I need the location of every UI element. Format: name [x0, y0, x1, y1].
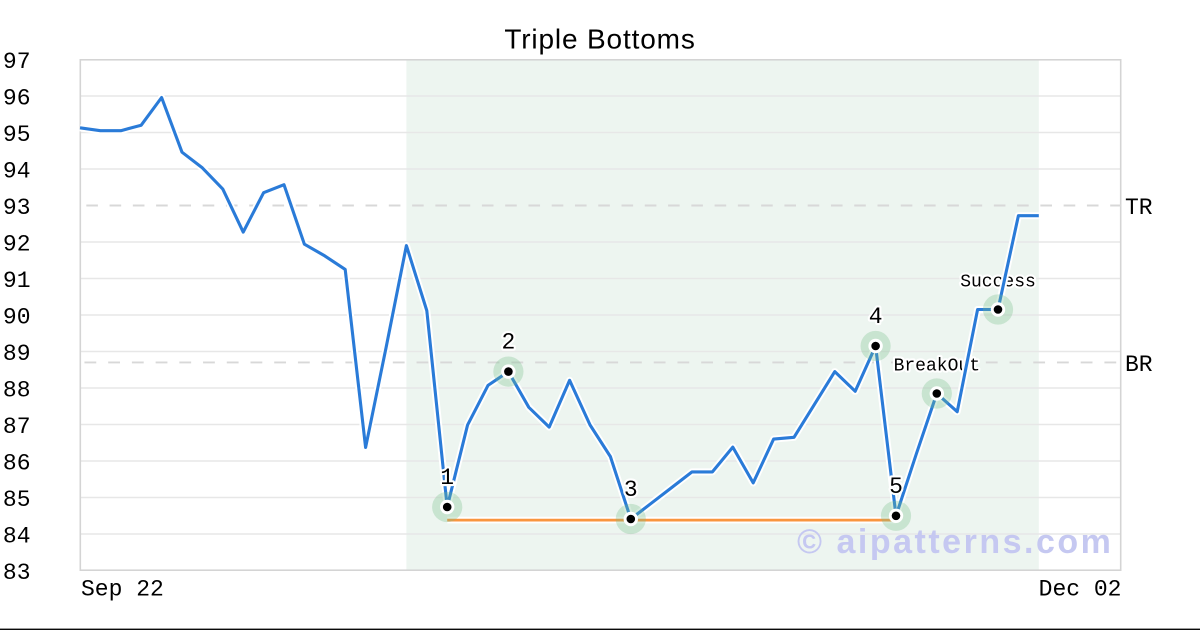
svg-text:83: 83	[3, 560, 31, 586]
svg-text:93: 93	[3, 195, 31, 221]
svg-text:4: 4	[869, 304, 883, 330]
svg-text:88: 88	[3, 378, 31, 404]
svg-text:3: 3	[624, 477, 638, 503]
svg-text:97: 97	[3, 49, 31, 75]
svg-text:91: 91	[3, 268, 31, 294]
svg-text:94: 94	[3, 159, 31, 185]
svg-text:87: 87	[3, 414, 31, 440]
svg-text:Success: Success	[960, 273, 1036, 293]
svg-text:1: 1	[440, 465, 454, 491]
svg-text:BR: BR	[1125, 352, 1153, 378]
svg-text:2: 2	[501, 330, 515, 356]
svg-text:85: 85	[3, 487, 31, 513]
svg-text:TR: TR	[1125, 195, 1153, 221]
svg-text:84: 84	[3, 524, 31, 550]
svg-text:© aipatterns.com: © aipatterns.com	[797, 523, 1113, 561]
svg-text:Triple Bottoms: Triple Bottoms	[504, 23, 695, 54]
svg-text:89: 89	[3, 341, 31, 367]
svg-text:86: 86	[3, 451, 31, 477]
svg-text:90: 90	[3, 305, 31, 331]
svg-text:Dec 02: Dec 02	[1039, 576, 1122, 602]
svg-text:92: 92	[3, 232, 31, 258]
svg-text:Sep 22: Sep 22	[81, 576, 164, 602]
svg-text:5: 5	[889, 474, 903, 500]
svg-text:95: 95	[3, 122, 31, 148]
svg-text:96: 96	[3, 86, 31, 112]
